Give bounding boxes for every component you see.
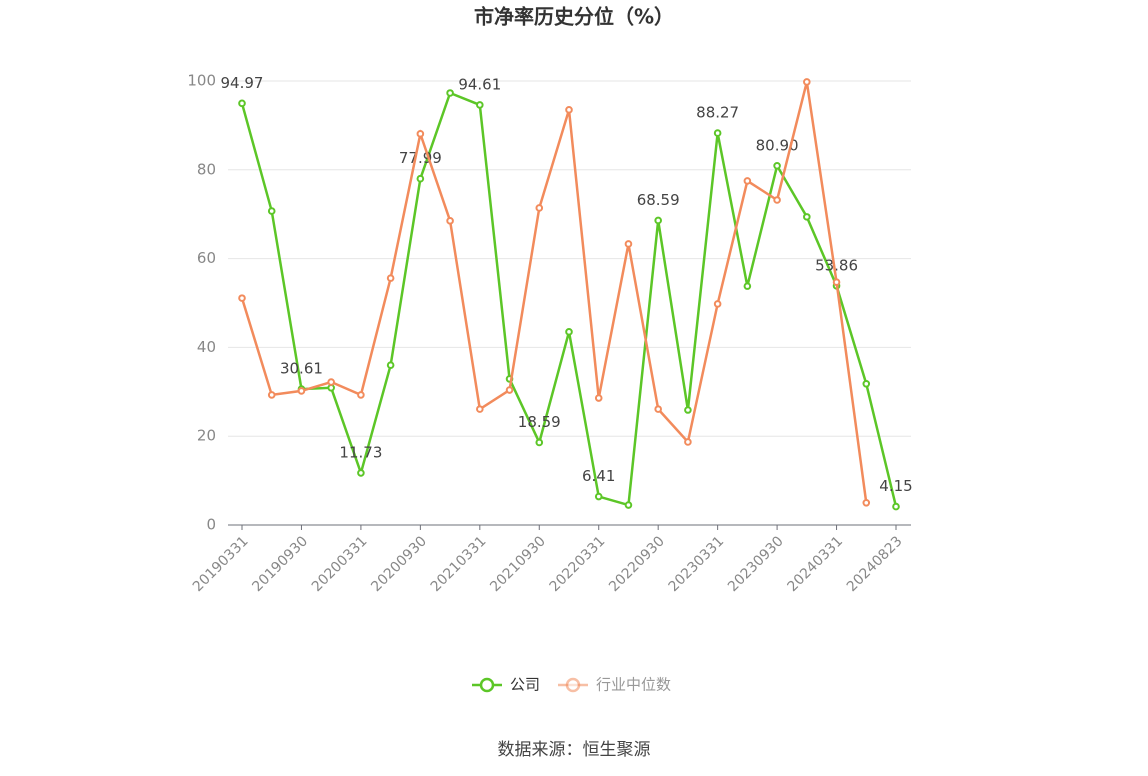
y-tick-label: 60 xyxy=(197,249,216,267)
point xyxy=(416,130,425,138)
legend-marker xyxy=(565,677,581,693)
point xyxy=(773,162,781,170)
point xyxy=(773,196,781,204)
legend-item[interactable]: 公司 xyxy=(472,676,540,694)
point xyxy=(594,394,603,402)
point xyxy=(267,207,276,215)
point xyxy=(476,101,484,109)
legend-item[interactable]: 行业中位数 xyxy=(558,676,671,694)
x-tick-label: 20210930 xyxy=(487,533,549,595)
point xyxy=(267,391,276,399)
point xyxy=(446,89,454,97)
point xyxy=(803,78,811,86)
x-tick-label: 20200930 xyxy=(368,533,430,595)
point xyxy=(386,274,395,282)
point xyxy=(357,469,365,477)
x-tick-label: 20200331 xyxy=(309,533,371,595)
data-label: 77.99 xyxy=(399,149,442,167)
data-label: 30.61 xyxy=(280,360,323,378)
point xyxy=(862,499,871,507)
point xyxy=(713,129,722,137)
y-tick-label: 40 xyxy=(197,338,216,356)
point xyxy=(803,213,811,221)
point xyxy=(684,438,692,446)
chart-title: 市净率历史分位（%） xyxy=(474,5,674,29)
data-label: 18.59 xyxy=(518,413,561,431)
point xyxy=(476,405,484,413)
point xyxy=(327,378,335,386)
point xyxy=(624,501,633,509)
data-label: 94.97 xyxy=(221,74,264,92)
source: 数据来源：恒生聚源 xyxy=(498,740,651,760)
y-tick-label: 80 xyxy=(197,160,216,178)
point xyxy=(386,361,395,369)
x-tick-label: 20230331 xyxy=(666,533,728,595)
point xyxy=(535,438,544,447)
point xyxy=(238,294,246,302)
point xyxy=(713,300,722,308)
point xyxy=(416,174,425,183)
point xyxy=(743,282,752,290)
point xyxy=(832,278,841,286)
point xyxy=(892,502,900,511)
y-tick-label: 100 xyxy=(187,72,216,90)
data-label: 6.41 xyxy=(582,467,615,485)
series-line xyxy=(240,81,868,503)
point xyxy=(446,217,454,225)
point xyxy=(862,380,871,388)
x-tick-label: 20220930 xyxy=(606,533,668,595)
y-tick-label: 20 xyxy=(197,427,216,445)
point xyxy=(565,106,573,114)
point xyxy=(327,384,335,392)
point xyxy=(654,216,662,225)
point xyxy=(238,99,246,108)
x-tick-label: 20240331 xyxy=(784,533,846,595)
data-label: 4.15 xyxy=(879,477,912,495)
data-label: 53.86 xyxy=(815,256,858,274)
x-tick-label: 20230930 xyxy=(725,533,787,595)
legend-label: 公司 xyxy=(510,676,540,694)
legend-label: 行业中位数 xyxy=(596,676,671,694)
point xyxy=(684,406,692,414)
point xyxy=(565,328,573,336)
data-label: 88.27 xyxy=(696,104,739,122)
data-label: 80.90 xyxy=(756,136,799,154)
x-tick-label: 20220331 xyxy=(547,533,609,595)
x-tick-label: 20210331 xyxy=(428,533,490,595)
data-label: 11.73 xyxy=(339,443,382,461)
point xyxy=(505,386,514,394)
point xyxy=(297,387,306,395)
y-tick-label: 0 xyxy=(206,516,216,534)
x-tick-label: 20240823 xyxy=(844,533,906,595)
x-tick-label: 20190930 xyxy=(249,533,311,595)
x-tick-label: 20190331 xyxy=(190,533,252,595)
point xyxy=(743,177,752,185)
point xyxy=(594,492,603,501)
point xyxy=(357,391,365,399)
point xyxy=(654,405,662,413)
data-label: 94.61 xyxy=(458,75,501,93)
point xyxy=(624,240,633,248)
legend-marker xyxy=(479,677,495,693)
data-label: 68.59 xyxy=(637,191,680,209)
point xyxy=(535,204,544,212)
